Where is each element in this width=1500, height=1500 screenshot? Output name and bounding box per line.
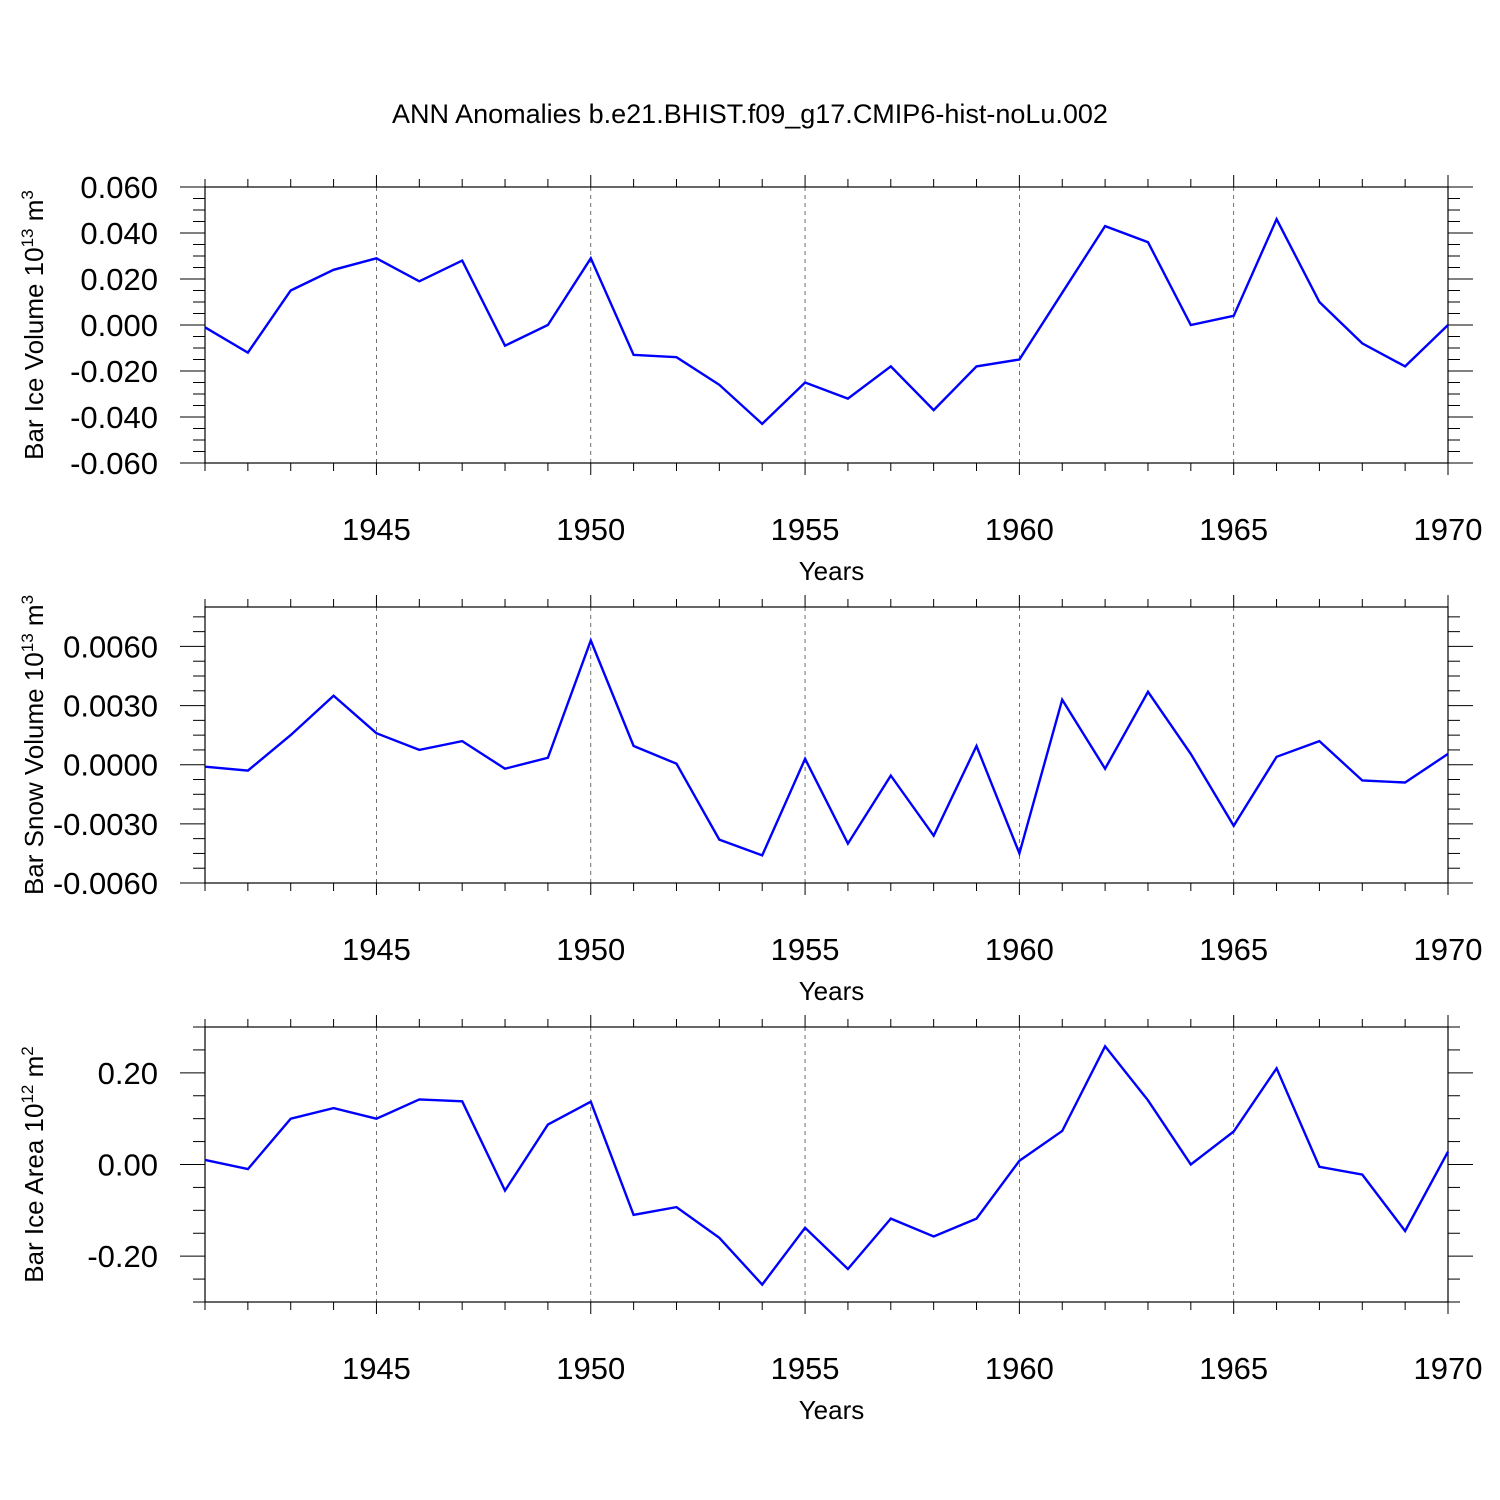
y-axis-title-unit-exponent: 2 [18,1046,37,1055]
y-axis-title: Bar Ice Volume 1013 m3 [18,190,49,460]
x-tick-label: 1965 [1199,1351,1268,1386]
x-tick-label: 1950 [556,932,625,967]
y-tick-label: -0.040 [70,400,158,435]
y-tick-label: -0.060 [70,446,158,481]
y-tick-label: 0.000 [80,308,158,343]
chart-panel-2: 1945 1950 1955 1960 1965 1970 Years 0.0060 0.003… [18,595,1482,1006]
x-tick-label: 1950 [556,1351,625,1386]
y-axis-title-base: Bar Snow Volume 10 [19,652,49,895]
y-tick-label: 0.0060 [63,629,158,664]
x-tick-label: 1945 [342,932,411,967]
plot-frame [204,1026,1449,1303]
y-tick-label: 0.0030 [63,689,158,724]
figure-title: ANN Anomalies b.e21.BHIST.f09_g17.CMIP6-… [392,99,1108,129]
x-tick-label: 1960 [985,1351,1054,1386]
x-tick-label: 1960 [985,932,1054,967]
x-tick-label: 1970 [1414,932,1483,967]
x-tick-label: 1955 [771,932,840,967]
plot-frame [204,186,1449,464]
y-tick-label: -0.20 [87,1239,158,1274]
y-axis-title-base: Bar Ice Area 10 [19,1104,49,1283]
x-tick-label: 1965 [1199,512,1268,547]
x-tick-label: 1945 [342,1351,411,1386]
x-tick-label: 1955 [771,1351,840,1386]
x-tick-label: 1950 [556,512,625,547]
x-tick-label: 1955 [771,512,840,547]
y-axis-title-exponent: 13 [18,228,37,247]
y-tick-label: 0.040 [80,216,158,251]
y-axis-title: Bar Ice Area 1012 m2 [18,1046,49,1283]
x-axis-title: Years [799,556,865,586]
x-tick-label: 1960 [985,512,1054,547]
y-tick-label: 0.060 [80,170,158,205]
y-axis-title-exponent: 12 [18,1085,37,1104]
series-line [204,216,1449,426]
y-axis-title-base: Bar Ice Volume 10 [19,247,49,459]
panels: 1945 1950 1955 1960 1965 1970 Years 0.060 0.040 0… [18,170,1482,1425]
y-axis-title-unit-exponent: 3 [18,595,37,604]
chart-panel-3: 1945 1950 1955 1960 1965 1970 Years 0.20 0.00 -0.… [18,1015,1482,1425]
y-tick-label: -0.0030 [53,807,158,842]
x-tick-label: 1965 [1199,932,1268,967]
x-tick-label: 1945 [342,512,411,547]
y-tick-label: -0.020 [70,354,158,389]
x-tick-label: 1970 [1414,1351,1483,1386]
y-tick-label: 0.020 [80,262,158,297]
y-axis-title-unit: m [19,604,49,633]
y-tick-label: 0.20 [98,1056,158,1091]
x-axis-title: Years [799,1395,865,1425]
series-line [204,637,1449,858]
x-tick-label: 1970 [1414,512,1483,547]
y-axis-title: Bar Snow Volume 1013 m3 [18,595,49,895]
series-line [204,1044,1450,1287]
chart-panel-1: 1945 1950 1955 1960 1965 1970 Years 0.060 0.040 0… [18,170,1482,586]
y-tick-label: 0.00 [98,1148,158,1183]
y-tick-label: 0.0000 [63,748,158,783]
y-axis-title-unit-exponent: 3 [18,190,37,199]
y-axis-title-unit: m [19,1056,49,1085]
plot-frame [204,606,1449,884]
y-tick-label: -0.0060 [53,866,158,901]
y-axis-title-exponent: 13 [18,633,37,652]
x-axis-title: Years [799,976,865,1006]
y-axis-title-unit: m [19,200,49,229]
